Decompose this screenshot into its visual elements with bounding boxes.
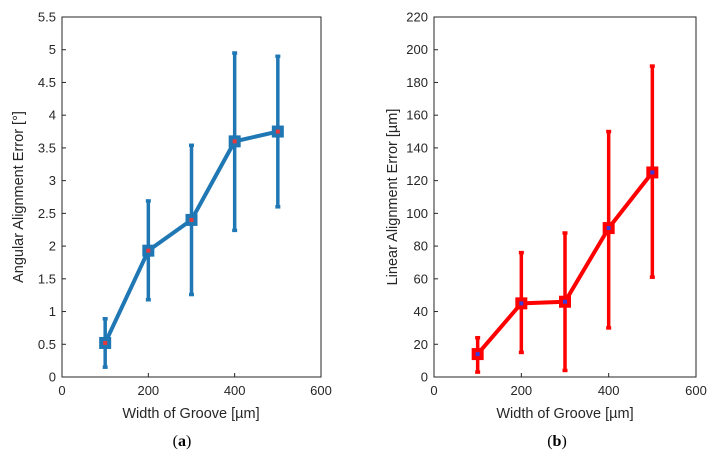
x-axis-label-b: Width of Groove [µm] bbox=[496, 406, 633, 422]
y-tick-label: 0 bbox=[49, 370, 56, 385]
y-tick-label: 3 bbox=[49, 173, 56, 188]
data-point-center bbox=[146, 248, 151, 253]
x-ticks-a: 0 200 400 600 bbox=[58, 373, 332, 398]
data-point-center bbox=[103, 340, 108, 345]
y-tick-label: 5.5 bbox=[38, 10, 56, 25]
y-tick-label: 140 bbox=[406, 140, 428, 155]
y-tick-label: 20 bbox=[414, 337, 428, 352]
y-tick-label: 3.5 bbox=[38, 140, 56, 155]
x-tick-label: 0 bbox=[58, 383, 65, 398]
y-tick-label: 0 bbox=[421, 370, 428, 385]
y-axis-label-b: Linear Alignment Error [µm] bbox=[385, 109, 401, 286]
y-tick-label: 0.5 bbox=[38, 337, 56, 352]
x-ticks-b: 0 200 400 600 bbox=[430, 373, 707, 398]
data-point-center bbox=[275, 129, 280, 134]
y-tick-label: 1 bbox=[49, 304, 56, 319]
y-tick-label: 2 bbox=[49, 239, 56, 254]
data-point-center bbox=[232, 139, 237, 144]
caption-b: (b) bbox=[547, 433, 567, 450]
data-point-center bbox=[563, 299, 567, 304]
y-ticks-b: 0 20 40 60 80 100 120 140 160 180 200 220 bbox=[406, 10, 438, 385]
series-a bbox=[99, 51, 284, 369]
data-point-center bbox=[519, 301, 524, 306]
x-axis-label-a: Width of Groove [µm] bbox=[122, 406, 259, 422]
x-tick-label: 0 bbox=[430, 383, 437, 398]
y-axis-label-a: Angular Alignment Error [°] bbox=[11, 111, 27, 283]
x-tick-label: 200 bbox=[510, 383, 532, 398]
y-tick-label: 80 bbox=[414, 239, 428, 254]
y-tick-label: 100 bbox=[406, 206, 428, 221]
y-tick-label: 4 bbox=[49, 108, 56, 123]
y-tick-label: 120 bbox=[406, 173, 428, 188]
x-tick-label: 400 bbox=[598, 383, 620, 398]
y-tick-label: 5 bbox=[49, 42, 56, 57]
y-tick-label: 2.5 bbox=[38, 206, 56, 221]
panel-a: 0 0.5 1 1.5 2 2.5 3 3.5 4 4.5 5 5.5 0 200 400 600 Widt… bbox=[11, 10, 332, 451]
y-tick-label: 4.5 bbox=[38, 75, 56, 90]
panel-b: 0 20 40 60 80 100 120 140 160 180 200 220 0 200 400 60… bbox=[385, 10, 707, 451]
y-tick-label: 1.5 bbox=[38, 271, 56, 286]
data-point-center bbox=[189, 217, 194, 222]
x-tick-label: 600 bbox=[685, 383, 707, 398]
y-tick-label: 180 bbox=[406, 75, 428, 90]
caption-a: (a) bbox=[173, 433, 192, 450]
data-point-center bbox=[650, 170, 655, 175]
x-tick-label: 400 bbox=[224, 383, 246, 398]
data-point-center bbox=[606, 226, 611, 231]
y-tick-label: 220 bbox=[406, 10, 428, 25]
x-tick-label: 200 bbox=[137, 383, 159, 398]
y-tick-label: 60 bbox=[414, 271, 428, 286]
y-tick-label: 40 bbox=[414, 304, 428, 319]
x-tick-label: 600 bbox=[310, 383, 332, 398]
y-tick-label: 160 bbox=[406, 108, 428, 123]
y-tick-label: 200 bbox=[406, 42, 428, 57]
data-point-center bbox=[475, 352, 480, 357]
series-b bbox=[471, 64, 659, 374]
y-ticks-a: 0 0.5 1 1.5 2 2.5 3 3.5 4 4.5 5 5.5 bbox=[38, 10, 66, 385]
